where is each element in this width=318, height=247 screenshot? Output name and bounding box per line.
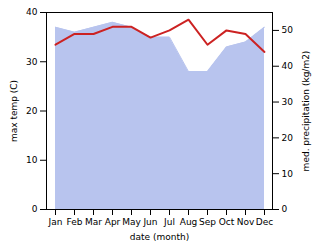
svg-text:max temp (C): max temp (C) xyxy=(9,80,19,142)
svg-text:0: 0 xyxy=(282,204,288,214)
svg-text:10: 10 xyxy=(282,169,294,179)
svg-text:Jan: Jan xyxy=(48,217,63,227)
svg-text:Mar: Mar xyxy=(85,217,102,227)
svg-text:Feb: Feb xyxy=(67,217,83,227)
svg-text:Apr: Apr xyxy=(105,217,121,227)
svg-text:40: 40 xyxy=(26,7,38,17)
svg-text:30: 30 xyxy=(282,97,294,107)
svg-text:20: 20 xyxy=(26,106,38,116)
svg-text:Sep: Sep xyxy=(199,217,216,227)
svg-text:40: 40 xyxy=(282,61,294,71)
svg-text:Oct: Oct xyxy=(219,217,235,227)
svg-text:50: 50 xyxy=(282,25,294,35)
svg-text:Jun: Jun xyxy=(142,217,157,227)
svg-text:Jul: Jul xyxy=(163,217,175,227)
svg-text:10: 10 xyxy=(26,155,38,165)
svg-text:May: May xyxy=(122,217,141,227)
svg-text:30: 30 xyxy=(26,57,38,67)
svg-text:med. precipitation (kg/m2): med. precipitation (kg/m2) xyxy=(301,51,311,172)
svg-text:date (month): date (month) xyxy=(130,232,189,242)
svg-text:Aug: Aug xyxy=(180,217,198,227)
svg-text:Nov: Nov xyxy=(237,217,255,227)
svg-text:0: 0 xyxy=(32,204,38,214)
svg-text:Dec: Dec xyxy=(256,217,273,227)
svg-text:20: 20 xyxy=(282,133,294,143)
